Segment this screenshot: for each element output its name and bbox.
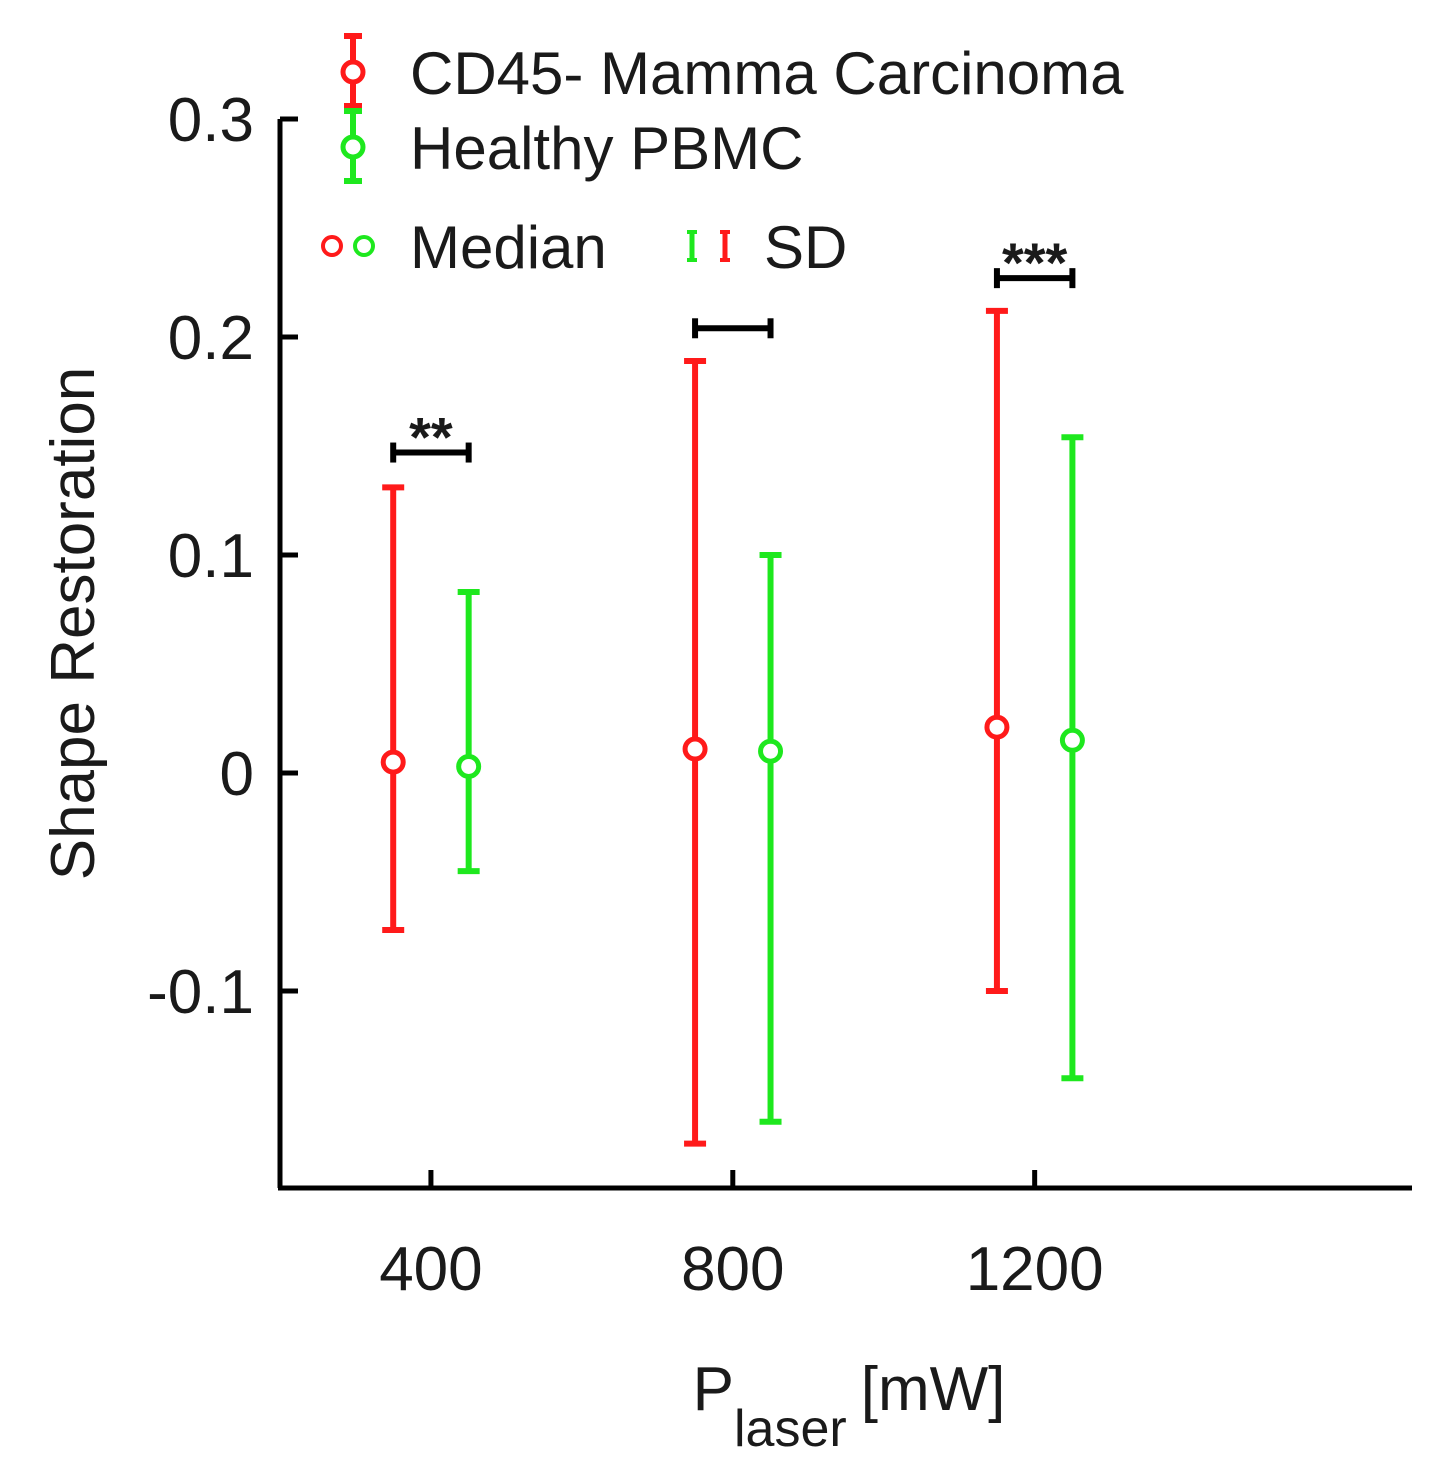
legend-label: Healthy PBMC bbox=[410, 115, 803, 182]
significance-bracket: ** bbox=[390, 406, 472, 469]
median-point bbox=[758, 738, 784, 764]
x-tick-label: 800 bbox=[681, 1235, 784, 1304]
y-tick-label: 0 bbox=[220, 740, 254, 809]
significance-label: ** bbox=[409, 406, 453, 469]
legend-median-sd: Median SD bbox=[321, 214, 847, 281]
legend-entry-mamma-carcinoma: CD45- Mamma Carcinoma bbox=[340, 33, 1124, 109]
legend: CD45- Mamma Carcinoma Healthy PBMC Median S… bbox=[321, 33, 1124, 281]
median-point bbox=[984, 714, 1010, 740]
legend-median-label: Median bbox=[410, 214, 607, 281]
median-point bbox=[682, 736, 708, 762]
x-axis-title-main: P bbox=[693, 1355, 734, 1424]
significance-bracket bbox=[692, 318, 774, 339]
legend-median-marker-green bbox=[353, 235, 375, 257]
series-mamma-carcinoma bbox=[380, 307, 1010, 1147]
x-axis-title-subscript: laser bbox=[734, 1400, 847, 1458]
legend-marker bbox=[340, 134, 366, 160]
median-point bbox=[380, 749, 406, 775]
x-tick-label: 400 bbox=[379, 1235, 482, 1304]
significance-layer: ***** bbox=[390, 231, 1076, 469]
y-tick-label: 0.3 bbox=[168, 86, 254, 155]
median-point bbox=[1059, 727, 1085, 753]
x-axis-title: Plaser[mW] bbox=[693, 1355, 1006, 1458]
y-tick-label: 0.2 bbox=[168, 304, 254, 373]
legend-median-marker-red bbox=[321, 235, 343, 257]
axis-titles: Shape Restoration Plaser[mW] bbox=[39, 367, 1005, 1458]
x-tick-label: 1200 bbox=[966, 1235, 1104, 1304]
significance-bracket: *** bbox=[993, 231, 1076, 294]
x-axis-title-unit: [mW] bbox=[861, 1355, 1006, 1424]
series-layer bbox=[380, 307, 1085, 1147]
series-healthy-pbmc bbox=[456, 434, 1085, 1125]
y-axis-title: Shape Restoration bbox=[39, 367, 108, 881]
y-tick-label: -0.1 bbox=[147, 958, 254, 1027]
significance-label: *** bbox=[1002, 231, 1068, 294]
median-point bbox=[456, 753, 482, 779]
legend-marker bbox=[340, 59, 366, 85]
axes: -0.1 0 0.1 0.2 0.3 400 800 1200 bbox=[147, 86, 1412, 1304]
legend-entry-healthy-pbmc: Healthy PBMC bbox=[340, 108, 803, 184]
legend-sd-label: SD bbox=[764, 214, 847, 281]
y-tick-label: 0.1 bbox=[168, 522, 254, 591]
legend-label: CD45- Mamma Carcinoma bbox=[410, 40, 1124, 107]
